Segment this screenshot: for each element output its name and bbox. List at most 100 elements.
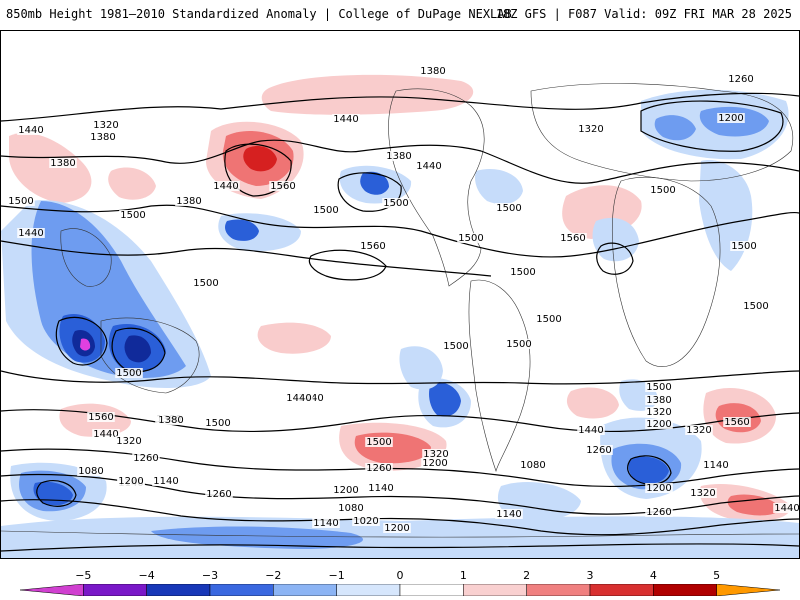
contour-label: 1380 [90,132,115,143]
contour-label-bg [457,233,485,243]
anomaly-area [80,338,91,351]
contour-label: 1080 [520,460,545,471]
contour-label: 1500 [313,205,338,216]
contour-label-bg [585,445,613,455]
anomaly-area [566,387,619,419]
height-contour [1,240,492,277]
contour-label: 1140 [496,509,521,520]
contour-label-bg [645,507,673,517]
contour-label-bg [212,181,240,191]
colorbar-bar [19,584,781,596]
contour-label: 1260 [646,507,671,518]
contour-label: 1500 [646,382,671,393]
colorbar-segment [273,584,337,596]
height-contour [1,370,799,385]
contour-label: 1380 [176,196,201,207]
height-contour [640,100,784,152]
colorbar-segment [463,584,527,596]
colorbar-tick-label: 5 [713,569,721,582]
contour-label-bg [157,415,185,425]
contour-label-bg [422,449,450,459]
contour-label-bg [92,429,120,439]
colorbar-segment [19,584,84,596]
colorbar-tick-label: −5 [75,569,92,582]
contour-label-bg [382,198,410,208]
contour-label-bg [645,483,673,493]
contour-label: 1500 [205,418,230,429]
anomaly-area [727,494,781,516]
contour-label-bg [337,503,365,513]
coastlines [1,83,799,538]
contour-label: 1500 [383,198,408,209]
colorbar-tick-label: 0 [396,569,404,582]
contour-label: 1440 [93,429,118,440]
anomaly-area [360,171,389,195]
contour-label-bg [509,267,537,277]
contour-label-bg [115,436,143,446]
coastline [1,530,799,538]
contour-label: 1260 [206,489,231,500]
colorbar-segment [526,584,591,596]
colorbar: −5 −4 −3 −2 −1 0 1 2 3 4 5 [0,566,800,600]
contour-label: 1140 [368,483,393,494]
colorbar-tick-label: 1 [459,569,467,582]
contour-label: 1500 [536,314,561,325]
contour-label: 1440 [213,181,238,192]
anomaly-area [429,381,461,417]
contour-label: 1200 [646,419,671,430]
contour-label-bg [352,516,380,526]
contour-label: 1140 [703,460,728,471]
contour-label-bg [727,74,755,84]
contour-label-bg [689,488,717,498]
contour-label: 1200 [384,523,409,534]
contour-label-bg [117,476,145,486]
contour-label: 1440 [578,425,603,436]
contour-label-bg [730,241,758,251]
map-title: 850mb Height 1981–2010 Standardized Anom… [6,7,512,21]
contour-label: 1560 [360,241,385,252]
height-contour [55,316,108,366]
colorbar-segment [146,584,211,596]
contour-label-bg [367,483,395,493]
anomaly-area [475,169,523,205]
contour-label: 1380 [50,158,75,169]
contour-label-bg [132,453,160,463]
anomaly-area [108,167,156,200]
contour-label: 1380 [386,151,411,162]
contour-label-bg [742,301,770,311]
contour-label: 1500 [506,339,531,350]
contour-label: 1560 [724,417,749,428]
coastline [388,88,485,287]
contour-label-bg [285,393,313,403]
contour-label-bg [332,485,360,495]
contour-label: 1260 [133,453,158,464]
contour-label-bg [119,210,147,220]
contour-label: 1500 [510,267,535,278]
contour-label: 1440 [286,393,311,404]
contour-label: 1440 [18,125,43,136]
height-contour [1,543,799,552]
contour-label: 1500 [458,233,483,244]
contour-label: 1260 [366,463,391,474]
contour-label: 1500 [496,203,521,214]
contour-label-bg [312,518,340,528]
height-contour [1,499,799,536]
colorbar-segment [653,584,717,596]
contour-label: 1320 [423,449,448,460]
contour-label-bg [332,114,360,124]
contour-label: 1260 [586,445,611,456]
contour-label: 1440 [416,161,441,172]
contour-label: 1380 [420,66,445,77]
run-valid-time: 18Z GFS | F087 Valid: 09Z FRI MAR 28 202… [495,7,792,21]
contour-label-bg [77,466,105,476]
contour-label-bg [645,395,673,405]
contour-label-bg [92,120,120,130]
contour-label: 1200 [718,113,743,124]
contour-label-bg [645,419,673,429]
contour-label-bg [152,476,180,486]
colorbar-tick-label: −4 [138,569,155,582]
contour-label: 1320 [578,124,603,135]
contour-label-bg [773,503,799,513]
contour-label: 1320 [690,488,715,499]
map-panel[interactable]: 1380 1260 1440 1320 1380 1440 1380 1320 1200 1440… [0,30,800,559]
